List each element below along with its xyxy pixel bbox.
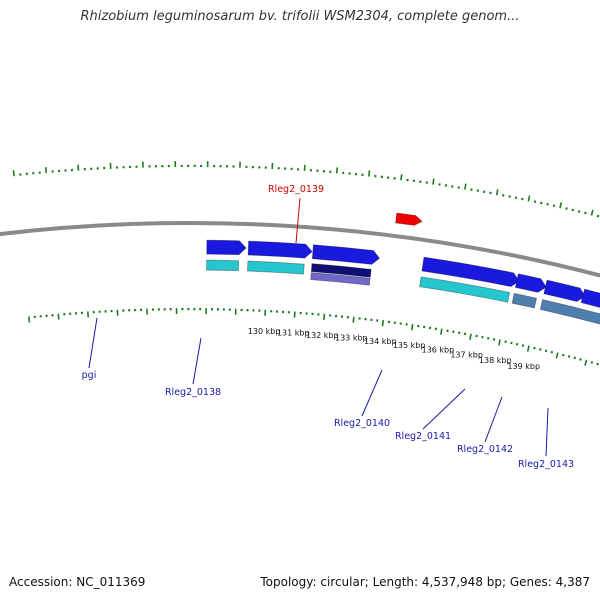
minor-tick	[579, 358, 582, 361]
gene-features[interactable]	[206, 212, 600, 359]
gene-label[interactable]: Rleg2_0138	[165, 387, 221, 398]
major-tick	[432, 178, 435, 185]
minor-tick	[590, 361, 594, 364]
major-tick	[28, 316, 31, 323]
minor-tick	[577, 210, 581, 213]
gene-bar-left[interactable]	[206, 259, 240, 272]
gene-arrow-rleg2-0141[interactable]	[514, 273, 547, 293]
major-tick	[590, 209, 594, 216]
major-tick	[526, 345, 530, 352]
major-tick	[335, 167, 339, 174]
coordinate-tick-label: 137 kbp	[450, 350, 483, 359]
gene-arrow-pgi[interactable]	[247, 240, 313, 259]
inner-tick-track	[28, 307, 599, 366]
coordinate-tick-label: 136 kbp	[422, 345, 455, 354]
gene-leader-line	[88, 317, 98, 369]
gene-bar-pgi[interactable]	[247, 260, 305, 275]
major-tick	[57, 313, 60, 320]
minor-tick	[571, 208, 575, 212]
accession-text: Accession: NC_011369	[9, 575, 146, 589]
genome-summary-text: Topology: circular; Length: 4,537,948 bp…	[260, 575, 590, 589]
gene-bar-rleg2-0138-b[interactable]	[310, 272, 371, 286]
major-tick	[559, 202, 563, 209]
gene-bar-rleg2-0140[interactable]	[419, 276, 511, 303]
minor-tick	[550, 350, 554, 354]
gene-arrow-rleg2-0139[interactable]	[395, 212, 423, 226]
genome-backbone	[0, 221, 600, 278]
minor-tick	[596, 214, 600, 218]
gene-leader-line	[361, 369, 383, 417]
gene-label[interactable]: Rleg2_0143	[518, 459, 574, 470]
gene-leader-line	[545, 407, 549, 457]
major-tick	[12, 170, 15, 177]
gene-leader-line	[295, 197, 301, 244]
minor-tick	[596, 362, 599, 366]
major-tick	[584, 359, 588, 366]
gene-leader-line	[192, 337, 202, 385]
minor-tick	[544, 349, 548, 353]
major-tick	[498, 339, 501, 346]
minor-tick	[562, 353, 565, 357]
gene-label[interactable]: pgi	[82, 370, 97, 381]
coordinate-tick-label: 132 kbp	[306, 331, 339, 340]
major-tick	[555, 352, 559, 359]
gene-label[interactable]: Rleg2_0140	[334, 418, 390, 429]
major-tick	[464, 183, 467, 190]
gene-arrow-rleg2-0140[interactable]	[421, 256, 520, 288]
gene-labels[interactable]: pgi Rleg2_0138 Rleg2_0139 Rleg2_0140 Rleg2_0…	[82, 184, 574, 470]
coordinate-tick-label: 134 kbp	[364, 337, 397, 346]
gene-label[interactable]: Rleg2_0139	[268, 184, 324, 195]
outer-tick-track	[12, 161, 600, 218]
gene-leader-line	[422, 388, 466, 430]
coordinate-tick-label: 131 kbp	[277, 329, 310, 338]
major-tick	[368, 170, 371, 177]
gene-bar-rleg2-0142[interactable]	[539, 299, 600, 359]
major-tick	[44, 167, 48, 174]
gene-bar-rleg2-0141[interactable]	[511, 292, 538, 309]
minor-tick	[573, 356, 577, 360]
coordinate-tick-label: 139 kbp	[507, 362, 540, 371]
major-tick	[410, 324, 414, 331]
gene-arrow-left[interactable]	[206, 239, 247, 256]
major-tick	[400, 174, 403, 181]
major-tick	[323, 313, 326, 320]
major-tick	[440, 328, 443, 335]
major-tick	[469, 333, 472, 340]
major-tick	[495, 189, 499, 196]
major-tick	[527, 195, 531, 202]
backbone-arc	[0, 221, 600, 278]
minor-tick	[567, 355, 571, 358]
gene-label[interactable]: Rleg2_0141	[395, 431, 451, 442]
major-tick	[352, 316, 355, 323]
gene-bar-rleg2-0138-a[interactable]	[310, 263, 372, 278]
coordinate-tick-label: 130 kbp	[248, 327, 281, 336]
minor-tick	[539, 348, 542, 351]
coordinate-tick-label: 135 kbp	[393, 341, 426, 350]
gene-label[interactable]: Rleg2_0142	[457, 444, 513, 455]
gene-arrow-rleg2-0138[interactable]	[311, 244, 381, 265]
minor-tick	[584, 211, 587, 215]
gene-arrow-rleg2-0142[interactable]	[543, 279, 586, 302]
coordinate-tick-label: 133 kbp	[335, 334, 368, 343]
major-tick	[381, 320, 385, 327]
genome-title: Rhizobium leguminosarum bv. trifolii WSM…	[80, 9, 520, 24]
gene-leader-line	[484, 396, 503, 443]
coordinate-tick-label: 138 kbp	[479, 356, 512, 365]
